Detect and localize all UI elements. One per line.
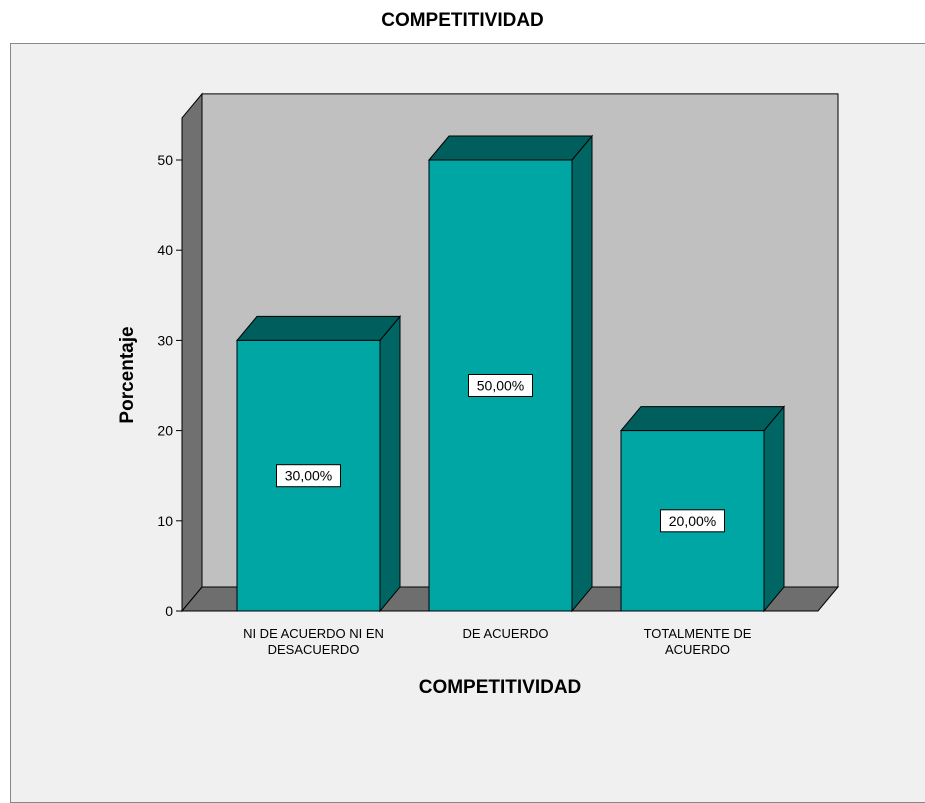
data-label-box bbox=[276, 464, 341, 488]
data-label: 20,00% bbox=[669, 513, 716, 529]
data-label-box bbox=[660, 509, 725, 533]
left-wall bbox=[181, 92, 203, 613]
bar-2: 50,00% bbox=[427, 134, 594, 613]
y-axis: 0 10 20 30 40 50 bbox=[157, 117, 183, 619]
bar-side bbox=[763, 405, 785, 613]
category-label: TOTALMENTE DE ACUERDO bbox=[644, 626, 752, 657]
category-label: DE ACUERDO bbox=[463, 626, 549, 641]
bars: 30,00% 50,00% 20,00% bbox=[235, 134, 786, 613]
y-tick-label: 10 bbox=[157, 513, 173, 529]
category-label-line: NI DE ACUERDO NI EN bbox=[243, 626, 384, 641]
bar-side bbox=[379, 315, 401, 613]
bar-side bbox=[571, 134, 593, 613]
bar-top bbox=[619, 406, 786, 432]
category-label-line: ACUERDO bbox=[665, 642, 730, 657]
chart-title: COMPETITIVIDAD bbox=[381, 10, 544, 31]
y-axis-title: Porcentaje bbox=[117, 326, 138, 423]
y-tick-label: 50 bbox=[157, 152, 173, 168]
bar-3: 20,00% bbox=[619, 405, 786, 613]
category-label-line: DESACUERDO bbox=[268, 642, 360, 657]
category-label: NI DE ACUERDO NI EN DESACUERDO bbox=[243, 626, 384, 657]
bar-top bbox=[235, 315, 402, 341]
y-tick-label: 20 bbox=[157, 423, 173, 439]
x-axis-title: COMPETITIVIDAD bbox=[419, 677, 582, 698]
category-labels: NI DE ACUERDO NI EN DESACUERDO DE ACUERDO T… bbox=[243, 626, 752, 657]
chart-svg: 0 10 20 30 40 50 30,00% 50,00% 20,00% NI DE ACU… bbox=[117, 92, 840, 698]
y-tick-label: 30 bbox=[157, 332, 173, 348]
data-label-box bbox=[468, 374, 533, 397]
data-label: 50,00% bbox=[477, 378, 524, 394]
y-tick-label: 40 bbox=[157, 242, 173, 258]
y-tick-label: 0 bbox=[165, 603, 173, 619]
bar-1: 30,00% bbox=[235, 315, 402, 613]
data-label: 30,00% bbox=[285, 468, 332, 484]
bar-top bbox=[427, 135, 594, 161]
category-label-line: DE ACUERDO bbox=[463, 626, 549, 641]
category-label-line: TOTALMENTE DE bbox=[644, 626, 752, 641]
